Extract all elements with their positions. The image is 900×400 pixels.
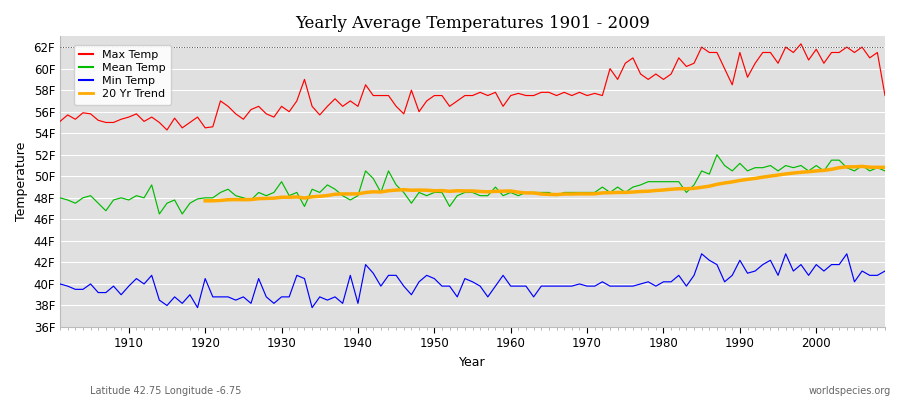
Y-axis label: Temperature: Temperature (15, 142, 28, 221)
Text: worldspecies.org: worldspecies.org (809, 386, 891, 396)
X-axis label: Year: Year (459, 356, 486, 369)
Legend: Max Temp, Mean Temp, Min Temp, 20 Yr Trend: Max Temp, Mean Temp, Min Temp, 20 Yr Tre… (74, 45, 171, 105)
Title: Yearly Average Temperatures 1901 - 2009: Yearly Average Temperatures 1901 - 2009 (295, 15, 650, 32)
Text: Latitude 42.75 Longitude -6.75: Latitude 42.75 Longitude -6.75 (90, 386, 241, 396)
